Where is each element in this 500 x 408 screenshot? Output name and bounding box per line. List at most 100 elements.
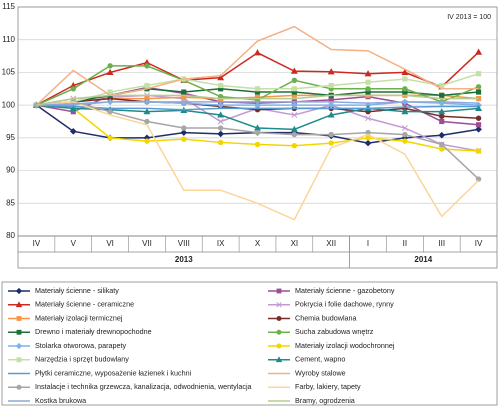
legend-label: Bramy, ogrodzenia bbox=[295, 396, 355, 405]
legend-label: Narzędzia i sprzęt budowlany bbox=[35, 355, 129, 364]
x-tick-label: XII bbox=[326, 239, 336, 248]
marker bbox=[327, 68, 335, 75]
legend-frame bbox=[1, 281, 498, 406]
legend-marker bbox=[276, 301, 282, 308]
marker bbox=[402, 76, 408, 82]
y-tick-label: 105 bbox=[2, 68, 16, 77]
marker bbox=[254, 141, 261, 148]
marker bbox=[217, 74, 225, 81]
marker bbox=[475, 48, 483, 55]
marker bbox=[217, 118, 224, 125]
marker bbox=[475, 115, 482, 121]
x-tick-label: XI bbox=[291, 239, 299, 248]
marker bbox=[439, 92, 445, 98]
legend-label: Materiały ścienne - gazobetony bbox=[295, 286, 395, 295]
marker bbox=[144, 118, 150, 125]
legend-label: Sucha zabudowa wnętrz bbox=[295, 327, 374, 336]
legend-marker bbox=[276, 343, 282, 349]
marker bbox=[439, 118, 445, 125]
x-tick-label: V bbox=[71, 239, 77, 248]
marker bbox=[475, 122, 482, 128]
marker bbox=[217, 125, 224, 131]
year-label: 2013 bbox=[175, 255, 193, 264]
marker bbox=[439, 146, 445, 152]
marker bbox=[328, 140, 334, 146]
legend-marker bbox=[15, 287, 23, 295]
annotation: IV 2013 = 100 bbox=[447, 14, 491, 21]
marker bbox=[438, 108, 446, 115]
marker bbox=[291, 86, 297, 92]
x-tick-label: VII bbox=[142, 239, 152, 248]
legend-label: Drewno i materiały drewnopochodne bbox=[35, 327, 152, 336]
x-tick-label: IX bbox=[217, 239, 225, 248]
marker bbox=[70, 86, 76, 92]
marker bbox=[364, 139, 372, 147]
legend-label: Płytki ceramiczne, wyposażenie łazienek … bbox=[35, 368, 192, 377]
legend-label: Materiały izolacji termicznej bbox=[35, 313, 123, 322]
y-tick-label: 115 bbox=[2, 2, 15, 11]
marker bbox=[439, 113, 445, 119]
marker bbox=[475, 71, 482, 77]
legend-label: Kostka brukowa bbox=[35, 396, 86, 405]
y-tick-label: 90 bbox=[6, 166, 15, 175]
marker bbox=[144, 82, 150, 89]
marker bbox=[365, 86, 371, 92]
marker bbox=[328, 131, 334, 138]
marker bbox=[180, 129, 188, 136]
legend-label: Pokrycia i folie dachowe, rynny bbox=[295, 300, 394, 309]
marker bbox=[181, 136, 187, 142]
marker bbox=[291, 77, 298, 83]
marker bbox=[254, 129, 261, 136]
legend-label: Materiały ścienne - ceramiczne bbox=[35, 300, 134, 309]
x-tick-label: I bbox=[367, 239, 369, 248]
marker bbox=[401, 125, 408, 131]
marker bbox=[364, 70, 372, 77]
marker bbox=[290, 125, 298, 132]
marker bbox=[291, 142, 298, 149]
marker bbox=[365, 79, 371, 85]
y-tick-label: 110 bbox=[2, 35, 15, 44]
marker bbox=[475, 104, 483, 111]
marker bbox=[402, 138, 408, 144]
y-tick-label: 80 bbox=[6, 231, 15, 240]
marker bbox=[218, 82, 224, 89]
x-tick-label: II bbox=[403, 239, 407, 248]
marker bbox=[107, 108, 113, 115]
marker bbox=[254, 86, 261, 92]
marker bbox=[181, 89, 187, 95]
legend-marker bbox=[16, 316, 22, 321]
marker bbox=[291, 131, 298, 138]
marker bbox=[290, 67, 298, 74]
marker bbox=[327, 111, 335, 118]
legend-marker bbox=[16, 329, 22, 335]
series-line bbox=[36, 101, 479, 106]
marker bbox=[439, 82, 445, 89]
marker bbox=[107, 89, 113, 95]
legend-marker bbox=[15, 342, 23, 350]
marker bbox=[69, 104, 77, 111]
marker bbox=[365, 115, 371, 122]
legend-label: Stolarka otworowa, parapety bbox=[35, 341, 126, 350]
x-tick-label: VIII bbox=[178, 239, 190, 248]
marker bbox=[365, 135, 371, 141]
marker bbox=[143, 108, 151, 115]
marker bbox=[144, 138, 150, 144]
x-tick-label: IV bbox=[33, 239, 41, 248]
marker bbox=[107, 63, 113, 69]
marker bbox=[438, 131, 446, 139]
marker bbox=[401, 68, 409, 76]
marker bbox=[217, 130, 224, 138]
marker bbox=[254, 49, 261, 56]
marker bbox=[69, 128, 77, 135]
marker bbox=[107, 135, 113, 141]
x-tick-label: X bbox=[255, 239, 261, 248]
marker bbox=[217, 139, 224, 146]
marker bbox=[217, 111, 225, 118]
marker bbox=[106, 68, 114, 76]
legend-label: Materiały izolacji wodochronnej bbox=[295, 341, 395, 350]
marker bbox=[181, 125, 187, 131]
legend-label: Materiały ścienne - silikaty bbox=[35, 286, 119, 295]
marker bbox=[475, 148, 482, 154]
